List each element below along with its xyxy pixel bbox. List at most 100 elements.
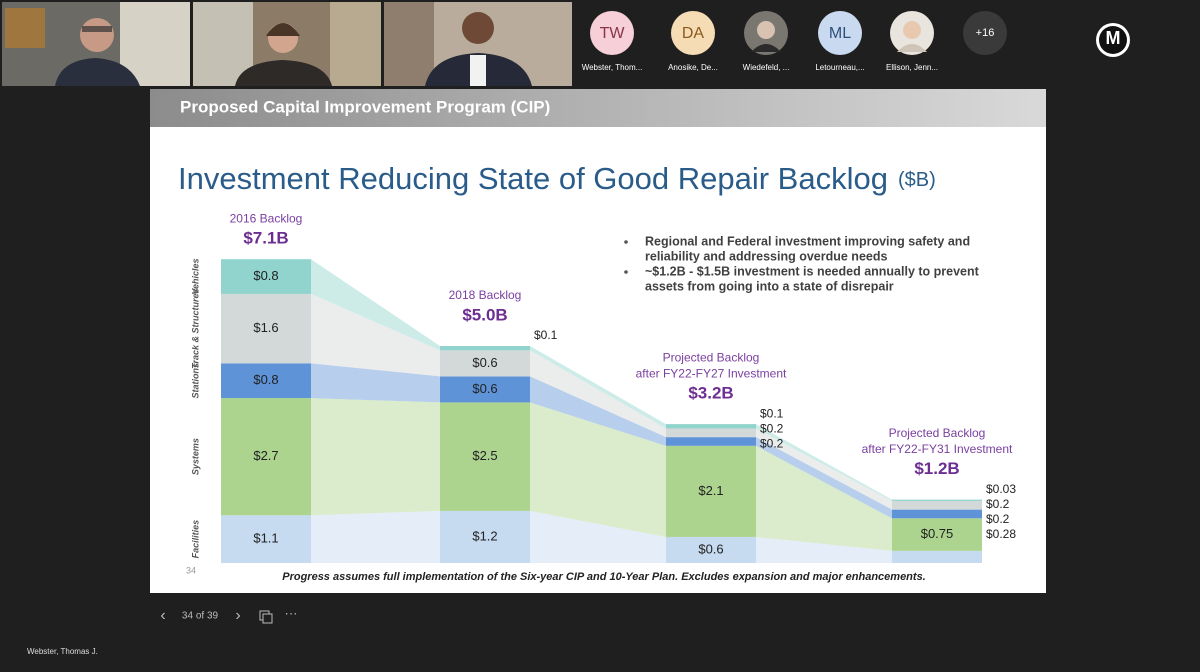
- transition-band: [530, 402, 666, 537]
- value-label: $0.03: [986, 482, 1016, 496]
- category-subtitle: after FY22-FY27 Investment: [636, 366, 787, 380]
- avatar-body: [897, 44, 927, 52]
- transition-band: [756, 445, 892, 551]
- prev-button[interactable]: ‹: [160, 607, 165, 624]
- page-number: 34: [186, 565, 196, 575]
- chart: $1.1 $2.7 $0.8 $1.6 $0.8 $7.1B 2016 Backlog $1.…: [190, 211, 1016, 563]
- more-button[interactable]: ···: [285, 605, 298, 620]
- avatar-face: [903, 21, 921, 39]
- category-subtitle: after FY22-FY31 Investment: [862, 442, 1013, 456]
- value-label: $0.1: [760, 406, 784, 420]
- bar-segment: [892, 518, 982, 551]
- participant[interactable]: ML Letourneau,...: [815, 11, 865, 72]
- logo-text: M: [1106, 28, 1121, 48]
- value-label: $0.8: [253, 268, 278, 283]
- bar-segment: [440, 350, 530, 377]
- bar-segment: [440, 346, 530, 351]
- avatar-body: [751, 44, 781, 52]
- value-label: $0.2: [986, 497, 1010, 511]
- bar-segment: [221, 293, 311, 364]
- title-text: Investment Reducing State of Good Repair…: [178, 161, 888, 196]
- bullet-text: Regional and Federal investment improvin…: [645, 234, 970, 248]
- avatar-initials: TW: [600, 25, 626, 42]
- transition-band: [311, 363, 440, 403]
- transition-band: [530, 350, 666, 438]
- title-unit: ($B): [898, 169, 936, 191]
- transition-band: [311, 259, 440, 351]
- bullet-list: Regional and Federal investment improvin…: [624, 234, 980, 293]
- series-label: Stations: [190, 363, 200, 399]
- participant-name: Webster, Thom...: [582, 63, 643, 72]
- total-label: $1.2B: [914, 459, 959, 478]
- thumbnails-button[interactable]: [259, 610, 273, 624]
- value-label: $2.7: [253, 448, 278, 463]
- bullet-text: ~$1.2B - $1.5B investment is needed annu…: [645, 264, 980, 278]
- bar-segment: [892, 509, 982, 519]
- value-label: $0.6: [472, 355, 497, 370]
- transition-band: [530, 510, 666, 563]
- transition-band: [756, 428, 892, 510]
- slide-header: Proposed Capital Improvement Program (CI…: [180, 97, 550, 116]
- category-label: Projected Backlog: [663, 350, 760, 364]
- video-tile[interactable]: [384, 2, 572, 86]
- bar-segment: [892, 550, 982, 563]
- value-label: $0.6: [472, 381, 497, 396]
- more-participants[interactable]: +16: [963, 11, 1007, 55]
- footnote: Progress assumes full implementation of …: [282, 571, 926, 583]
- participant-name: Wiedefeld, ...: [743, 63, 790, 72]
- transition-band: [530, 376, 666, 446]
- bullet-text: assets from going into a state of disrep…: [645, 279, 894, 293]
- next-button[interactable]: ›: [235, 607, 240, 624]
- bar-segment: [666, 445, 756, 537]
- value-label: $0.8: [253, 372, 278, 387]
- slide-counter: 34 of 39: [182, 611, 219, 622]
- value-label: $0.1: [534, 328, 558, 342]
- avatar-initials: ML: [829, 25, 851, 42]
- bar-segment: [221, 363, 311, 399]
- bar-segment: [221, 259, 311, 294]
- bar-segment: [892, 500, 982, 510]
- bar-segment: [666, 424, 756, 429]
- video-tile[interactable]: [193, 2, 381, 86]
- slide-title: Investment Reducing State of Good Repair…: [178, 161, 936, 196]
- value-label: $1.2: [472, 528, 497, 543]
- series-label: Vehicles: [190, 258, 200, 294]
- value-label: $0.75: [921, 526, 954, 541]
- bar-segment: [666, 428, 756, 438]
- bar-segment: [666, 536, 756, 563]
- total-label: $3.2B: [688, 384, 733, 403]
- category-label: 2018 Backlog: [449, 288, 522, 302]
- participant[interactable]: TW Webster, Thom...: [582, 11, 643, 72]
- transition-band: [311, 398, 440, 516]
- value-label: $0.2: [760, 421, 784, 435]
- value-label: $0.6: [698, 541, 723, 556]
- total-label: $7.1B: [243, 229, 288, 248]
- bullet-dot: [624, 270, 628, 274]
- value-label: $1.1: [253, 531, 278, 546]
- series-label: Track & Structures: [190, 288, 200, 368]
- category-label: 2016 Backlog: [230, 211, 303, 225]
- avatar-face: [757, 21, 775, 39]
- avatar-initials: DA: [682, 25, 705, 42]
- participant[interactable]: Wiedefeld, ...: [743, 11, 790, 72]
- transition-band: [756, 424, 892, 501]
- bar-segment: [221, 515, 311, 563]
- more-count: +16: [976, 27, 995, 39]
- bar-segment: [666, 437, 756, 446]
- participant-name: Ellison, Jenn...: [886, 63, 938, 72]
- value-label: $0.2: [760, 436, 784, 450]
- bar-segment: [440, 376, 530, 403]
- total-label: $5.0B: [462, 305, 507, 324]
- video-tile[interactable]: [2, 2, 190, 86]
- transition-band: [756, 437, 892, 519]
- avatar: [818, 11, 862, 55]
- participant[interactable]: Ellison, Jenn...: [886, 11, 938, 72]
- participant[interactable]: DA Anosike, De...: [668, 11, 718, 72]
- participant-name: Letourneau,...: [815, 63, 864, 72]
- transition-band: [311, 510, 440, 563]
- value-label: $0.2: [986, 512, 1010, 526]
- participant-name: Anosike, De...: [668, 63, 718, 72]
- series-label: Systems: [190, 438, 200, 475]
- transition-band: [311, 293, 440, 377]
